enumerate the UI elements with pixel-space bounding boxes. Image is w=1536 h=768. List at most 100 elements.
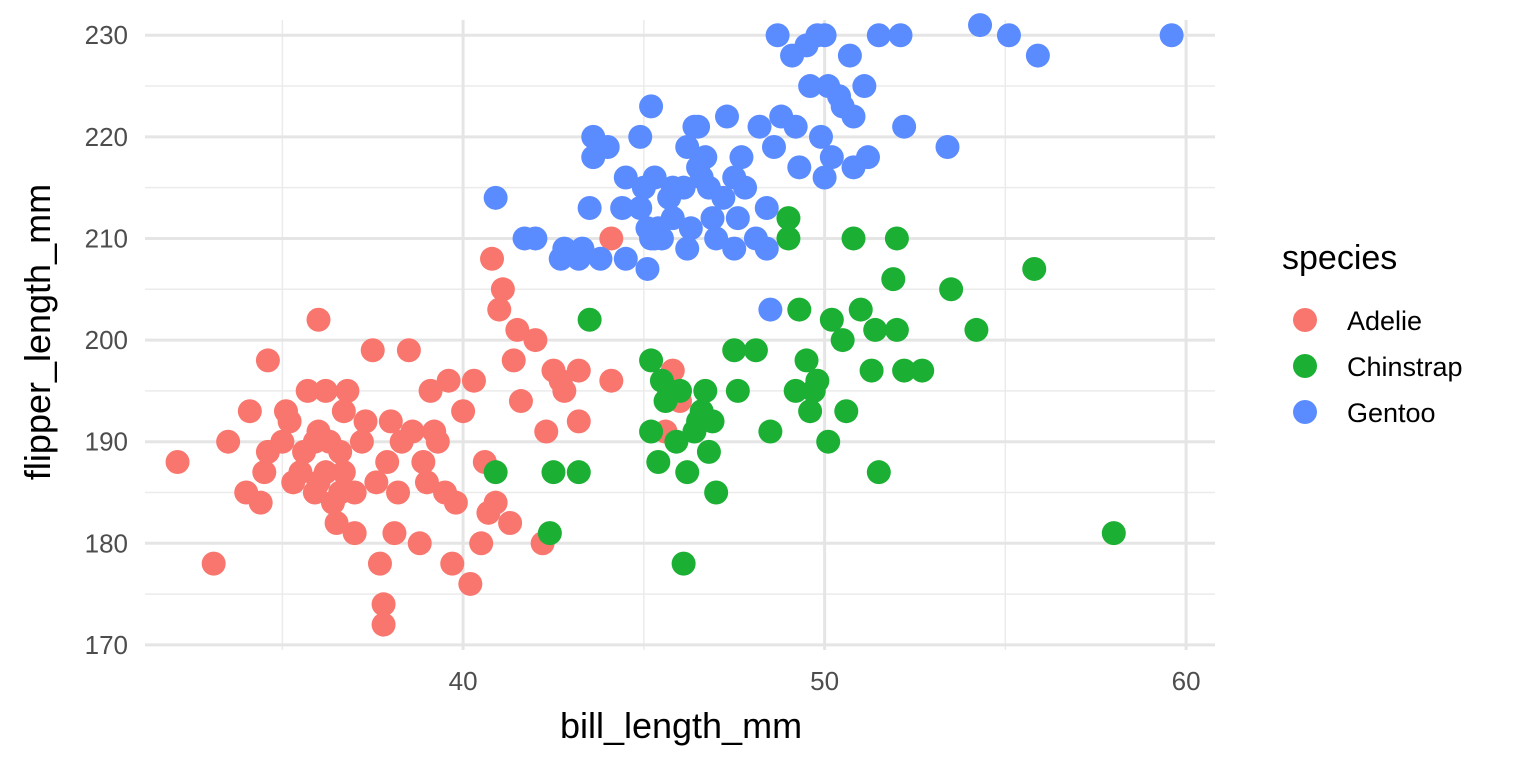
point-gentoo [711,185,736,210]
point-adelie [237,399,262,424]
point-adelie [306,307,331,332]
point-chinstrap [884,317,909,342]
point-adelie [364,470,389,495]
y-tick-label: 230 [85,20,128,50]
point-gentoo [808,124,833,149]
point-gentoo [841,104,866,129]
point-chinstrap [884,226,909,251]
point-gentoo [758,297,783,322]
x-tick-label: 60 [1172,666,1201,696]
point-adelie [483,490,508,515]
point-gentoo [577,195,602,220]
point-adelie [440,551,465,576]
point-chinstrap [722,338,747,363]
point-gentoo [754,195,779,220]
point-adelie [277,409,302,434]
point-chinstrap [863,317,888,342]
point-adelie [328,439,353,464]
point-gentoo [892,114,917,139]
point-adelie [414,470,439,495]
point-adelie [201,551,226,576]
point-gentoo [660,206,685,231]
point-adelie [353,409,378,434]
point-gentoo [693,145,718,170]
point-adelie [396,338,421,363]
point-adelie [378,409,403,434]
point-chinstrap [704,480,729,505]
point-chinstrap [639,348,664,373]
point-gentoo [935,135,960,160]
point-chinstrap [910,358,935,383]
point-adelie [216,429,241,454]
point-adelie [295,378,320,403]
point-gentoo [968,13,993,38]
point-adelie [313,378,338,403]
point-adelie [451,399,476,424]
point-adelie [382,521,407,546]
point-gentoo [628,195,653,220]
point-chinstrap [816,429,841,454]
point-chinstrap [675,460,700,485]
point-gentoo [733,175,758,200]
point-chinstrap [834,399,859,424]
point-adelie [324,510,349,535]
point-adelie [367,551,392,576]
point-chinstrap [577,307,602,332]
point-gentoo [787,155,812,180]
point-adelie [342,521,367,546]
point-gentoo [642,165,667,190]
point-adelie [458,571,483,596]
point-gentoo [649,226,674,251]
legend: species Adelie Chinstrap Gentoo [1282,239,1463,428]
point-adelie [349,429,374,454]
point-gentoo [761,135,786,160]
point-chinstrap [859,358,884,383]
legend-label-gentoo: Gentoo [1347,398,1436,428]
point-chinstrap [1101,521,1126,546]
point-adelie [566,358,591,383]
point-adelie [252,460,277,485]
point-gentoo [686,114,711,139]
legend-key-gentoo [1293,400,1317,424]
point-chinstrap [541,460,566,485]
point-chinstrap [794,348,819,373]
point-gentoo [837,43,862,68]
x-tick-label: 50 [810,666,839,696]
point-adelie [407,531,432,556]
series-chinstrap [483,206,1126,576]
point-chinstrap [776,226,801,251]
point-gentoo [610,195,635,220]
y-tick-label: 200 [85,325,128,355]
point-gentoo [671,175,696,200]
y-tick-label: 190 [85,427,128,457]
point-adelie [487,297,512,322]
point-adelie [331,399,356,424]
point-chinstrap [639,419,664,444]
y-axis-ticks: 170 180 190 200 210 220 230 [85,20,128,660]
point-gentoo [725,206,750,231]
legend-key-adelie [1293,308,1317,332]
point-chinstrap [881,267,906,292]
point-chinstrap [537,521,562,546]
point-gentoo [678,216,703,241]
point-gentoo [852,74,877,99]
point-adelie [335,378,360,403]
y-tick-label: 180 [85,528,128,558]
point-chinstrap [700,409,725,434]
point-adelie [566,409,591,434]
point-chinstrap [866,460,891,485]
x-tick-label: 40 [449,666,478,696]
point-chinstrap [483,460,508,485]
point-adelie [443,490,468,515]
point-chinstrap [776,206,801,231]
x-axis-ticks: 40 50 60 [449,666,1201,696]
point-chinstrap [693,378,718,403]
point-chinstrap [848,297,873,322]
point-gentoo [888,23,913,48]
point-adelie [490,277,515,302]
x-axis-title: bill_length_mm [560,705,802,746]
point-adelie [411,450,436,475]
point-chinstrap [805,368,830,393]
point-adelie [400,419,425,444]
